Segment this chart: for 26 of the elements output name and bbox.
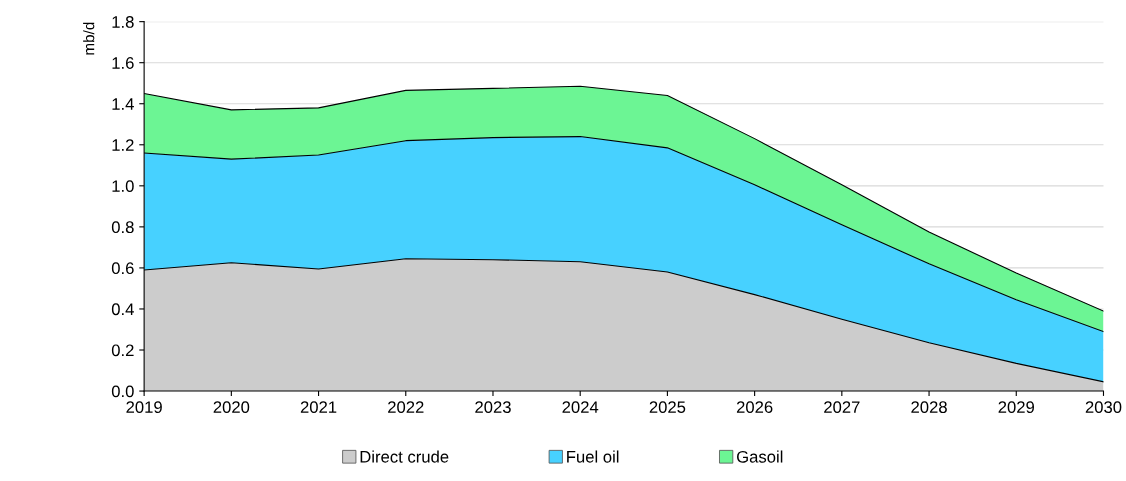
x-tick-label: 2021 — [300, 401, 337, 414]
y-tick-label: 0.2 — [111, 344, 134, 357]
y-tick-label: 1.2 — [112, 139, 134, 151]
y-tick-label: 1.0 — [112, 180, 134, 193]
y-tick-label: 1.6 — [112, 57, 134, 69]
x-tick-label: 2027 — [824, 401, 860, 414]
x-tick-label: 2029 — [998, 401, 1035, 414]
legend-label: Direct crude — [360, 450, 449, 463]
x-tick-label: 2028 — [911, 401, 947, 414]
legend-label: Gasoil — [737, 450, 783, 463]
y-tick-label: 0.4 — [111, 303, 134, 316]
x-tick-label: 2025 — [649, 401, 686, 414]
x-tick-label: 2026 — [736, 401, 773, 414]
y-tick-label: 0.0 — [111, 385, 134, 398]
y-tick-label: 1.4 — [112, 98, 134, 110]
y-tick-label: 0.8 — [111, 221, 134, 234]
x-tick-label: 2019 — [126, 401, 162, 414]
x-tick-label: 2023 — [475, 401, 511, 414]
x-tick-label: 2020 — [213, 401, 250, 414]
x-tick-label: 2024 — [562, 401, 599, 414]
y-tick-label: 0.6 — [111, 262, 134, 275]
y-axis-title: mb/d — [83, 22, 95, 55]
y-tick-label: 1.8 — [112, 16, 134, 28]
legend-label: Fuel oil — [567, 450, 619, 463]
x-tick-label: 2030 — [1085, 401, 1122, 414]
x-tick-label: 2022 — [388, 401, 424, 414]
